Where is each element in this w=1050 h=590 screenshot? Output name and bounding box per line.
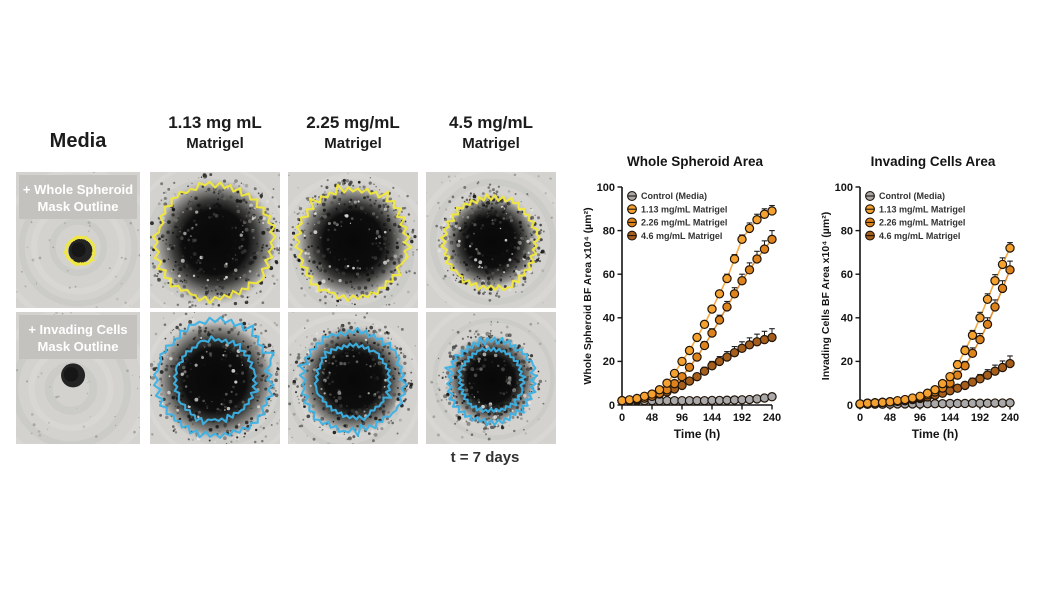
- column-header-4-5-matrigel: 4.5 mg/mL Matrigel: [426, 112, 556, 154]
- x-tick-label: 192: [733, 412, 751, 424]
- y-tick-label: 100: [835, 182, 853, 194]
- y-axis-label: Invading Cells BF Area x10⁴ (µm²): [820, 212, 832, 380]
- y-tick-label: 100: [597, 182, 615, 194]
- chart-plot: Invading Cells Area Invading Cells BF Are…: [820, 154, 1019, 441]
- y-axis-label: Whole Spheroid BF Area x10⁴ (µm²): [582, 207, 594, 384]
- legend-label: 1.13 mg/mL Matrigel: [641, 204, 727, 214]
- micrograph-2-25-whole-spheroid: [288, 172, 418, 308]
- legend-label: 4.6 mg/mL Matrigel: [641, 231, 722, 241]
- legend-label: Control (Media): [641, 191, 707, 201]
- y-tick-label: 60: [603, 269, 615, 281]
- microscopy-image: [288, 172, 418, 308]
- x-tick-label: 96: [676, 412, 688, 424]
- micrograph-media-whole-spheroid: + Whole Spheroid Mask Outline: [16, 172, 140, 308]
- x-tick-label: 0: [619, 412, 625, 424]
- y-tick-label: 20: [603, 356, 615, 368]
- micrograph-2-25-invading-cells: [288, 312, 418, 444]
- chart-whole-spheroid-area: Whole Spheroid Area Whole Spheroid BF Are…: [580, 150, 810, 450]
- microscopy-image: [150, 312, 280, 444]
- micrograph-4-5-invading-cells: [426, 312, 556, 444]
- chart-title: Whole Spheroid Area: [627, 154, 764, 169]
- column-subtitle: Matrigel: [462, 135, 520, 152]
- microscopy-image: + Whole Spheroid Mask Outline: [16, 172, 140, 308]
- y-tick-label: 60: [841, 269, 853, 281]
- column-title: 4.5 mg/mL: [448, 113, 534, 132]
- legend-label: 4.6 mg/mL Matrigel: [879, 231, 960, 241]
- x-tick-label: 48: [884, 412, 896, 424]
- x-tick-label: 96: [914, 412, 926, 424]
- legend-label: 1.13 mg/mL Matrigel: [879, 204, 965, 214]
- legend-label: 2.26 mg/mL Matrigel: [879, 218, 965, 228]
- column-header-2-25-matrigel: 2.25 mg/mL Matrigel: [288, 112, 418, 154]
- x-tick-label: 240: [1001, 412, 1019, 424]
- micrograph-1-13-invading-cells: [150, 312, 280, 444]
- microscopy-image: [288, 312, 418, 444]
- microscopy-image: [426, 172, 556, 308]
- column-subtitle: Matrigel: [186, 135, 244, 152]
- legend-label: 2.26 mg/mL Matrigel: [641, 218, 727, 228]
- legend-label: Control (Media): [879, 191, 945, 201]
- timepoint-caption: t = 7 days: [450, 449, 520, 466]
- mask-row-label: + Invading Cells: [28, 322, 127, 337]
- x-tick-label: 144: [941, 412, 960, 424]
- y-tick-label: 40: [603, 313, 615, 325]
- x-tick-label: 240: [763, 412, 781, 424]
- y-tick-label: 0: [847, 400, 853, 412]
- y-tick-label: 20: [841, 356, 853, 368]
- x-tick-label: 0: [857, 412, 863, 424]
- y-tick-label: 0: [609, 400, 615, 412]
- microscopy-image: [426, 312, 556, 444]
- x-tick-label: 144: [703, 412, 722, 424]
- y-tick-label: 80: [841, 225, 853, 237]
- legend: Control (Media) 1.13 mg/mL Matrigel 2.26 m…: [865, 191, 965, 241]
- column-subtitle: Matrigel: [324, 135, 382, 152]
- x-axis-label: Time (h): [674, 427, 720, 441]
- mask-row-label: Mask Outline: [38, 199, 119, 214]
- microscopy-image: [150, 172, 280, 308]
- legend: Control (Media) 1.13 mg/mL Matrigel 2.26 m…: [627, 191, 727, 241]
- mask-row-label: + Whole Spheroid: [23, 182, 133, 197]
- column-title: 2.25 mg/mL: [306, 113, 400, 132]
- y-tick-label: 40: [841, 313, 853, 325]
- column-header-1-13-matrigel: 1.13 mg mL Matrigel: [150, 112, 280, 154]
- series-1-13-mg-ml-matrigel: [855, 242, 1015, 409]
- x-tick-label: 192: [971, 412, 989, 424]
- column-title: Media: [49, 130, 107, 152]
- mask-row-label: Mask Outline: [38, 339, 119, 354]
- micrograph-4-5-whole-spheroid: [426, 172, 556, 308]
- micrograph-media-invading-cells: + Invading Cells Mask Outline: [16, 312, 140, 444]
- x-axis-label: Time (h): [912, 427, 958, 441]
- series-1-13-mg-ml-matrigel: [617, 204, 777, 406]
- micrograph-1-13-whole-spheroid: [150, 172, 280, 308]
- column-title: 1.13 mg mL: [168, 113, 262, 132]
- column-header-media: Media: [16, 112, 140, 152]
- y-tick-label: 80: [603, 225, 615, 237]
- chart-title: Invading Cells Area: [871, 154, 996, 169]
- microscopy-image: + Invading Cells Mask Outline: [16, 312, 140, 444]
- chart-invading-cells-area: Invading Cells Area Invading Cells BF Are…: [818, 150, 1048, 450]
- chart-plot: Whole Spheroid Area Whole Spheroid BF Are…: [582, 154, 781, 441]
- x-tick-label: 48: [646, 412, 658, 424]
